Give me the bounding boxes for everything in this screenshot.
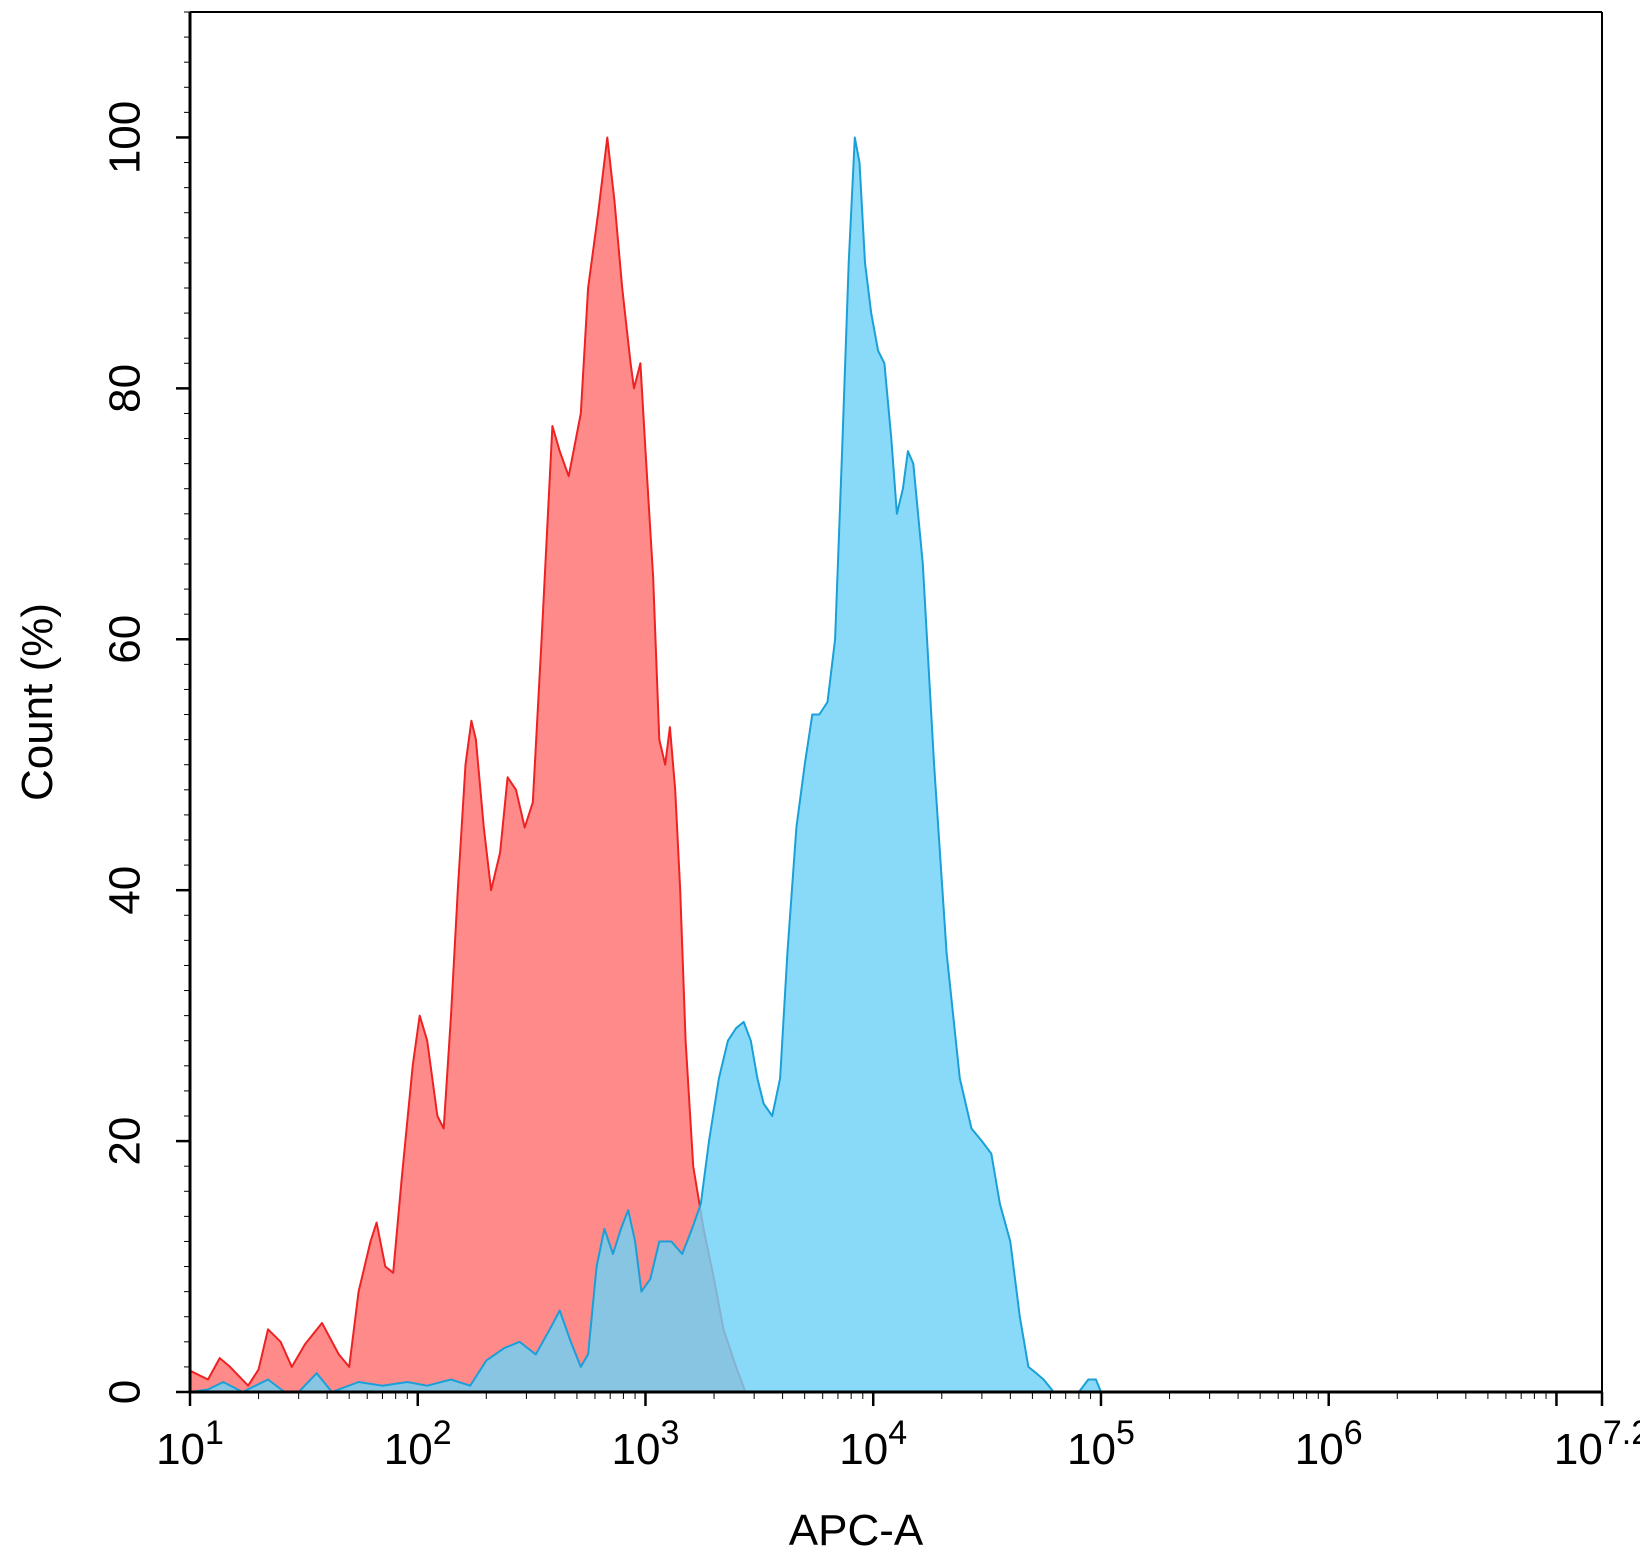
y-tick-label: 60 bbox=[101, 615, 150, 664]
y-tick-label: 20 bbox=[101, 1117, 150, 1166]
y-tick-label: 80 bbox=[101, 364, 150, 413]
x-tick-base: 10 bbox=[1295, 1425, 1344, 1474]
x-tick-base: 10 bbox=[384, 1425, 433, 1474]
x-tick-exponent: 1 bbox=[205, 1414, 224, 1452]
x-axis-title: APC-A bbox=[789, 1506, 924, 1555]
x-tick-exponent: 5 bbox=[1116, 1414, 1135, 1452]
y-tick-label: 40 bbox=[101, 866, 150, 915]
x-tick-base: 10 bbox=[612, 1425, 661, 1474]
series-line-1 bbox=[189, 136, 747, 1393]
x-tick-base: 10 bbox=[1067, 1425, 1116, 1474]
x-tick-exponent: 2 bbox=[433, 1414, 452, 1452]
x-tick-base: 10 bbox=[156, 1425, 205, 1474]
series-layer bbox=[189, 136, 1106, 1393]
x-tick-label: 106 bbox=[1295, 1414, 1363, 1474]
x-tick-exponent: 4 bbox=[888, 1414, 907, 1452]
y-axis-title: Count (%) bbox=[13, 603, 62, 801]
x-tick-exponent: 3 bbox=[660, 1414, 679, 1452]
x-tick-base: 10 bbox=[839, 1425, 888, 1474]
x-tick-label: 101 bbox=[156, 1414, 224, 1474]
x-tick-label: 104 bbox=[839, 1414, 907, 1474]
x-tick-exponent: 7.2 bbox=[1603, 1414, 1640, 1452]
series-area-2 bbox=[190, 137, 1106, 1392]
x-tick-label: 107.2 bbox=[1554, 1414, 1640, 1474]
series-line-2 bbox=[189, 136, 1106, 1393]
y-tick-label: 100 bbox=[101, 101, 150, 174]
y-tick-label: 0 bbox=[101, 1380, 150, 1404]
x-tick-label: 105 bbox=[1067, 1414, 1135, 1474]
series-area-1 bbox=[190, 137, 746, 1392]
x-tick-exponent: 6 bbox=[1344, 1414, 1363, 1452]
x-tick-label: 103 bbox=[612, 1414, 680, 1474]
x-tick-base: 10 bbox=[1554, 1425, 1603, 1474]
x-tick-label: 102 bbox=[384, 1414, 452, 1474]
